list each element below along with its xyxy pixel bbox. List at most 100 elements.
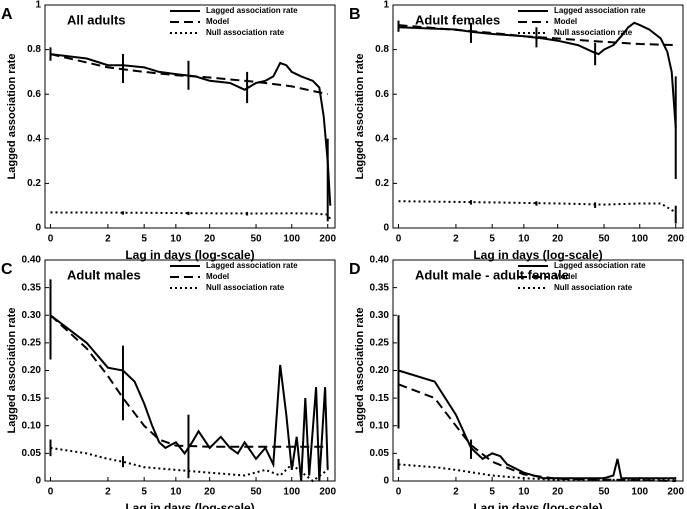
y-tick-label: 0.10 xyxy=(22,420,42,431)
x-tick-label: 50 xyxy=(598,487,610,498)
legend-label: Model xyxy=(554,17,577,26)
panel-label: B xyxy=(349,6,361,23)
y-tick-label: 0.40 xyxy=(22,255,42,266)
x-tick-label: 0 xyxy=(48,234,54,245)
chart-title: All adults xyxy=(67,12,126,27)
x-tick-label: 2 xyxy=(105,487,111,498)
y-tick-label: 0.15 xyxy=(370,393,390,404)
x-tick-label: 200 xyxy=(319,487,336,498)
y-tick-label: 0 xyxy=(383,476,389,487)
y-axis-label: Lagged association rate xyxy=(6,54,18,180)
y-tick-label: 1 xyxy=(383,0,389,11)
legend-label: Null association rate xyxy=(554,28,633,37)
x-tick-label: 50 xyxy=(250,487,262,498)
series-line xyxy=(50,53,328,96)
y-axis-label: Lagged association rate xyxy=(354,308,366,434)
x-tick-label: 5 xyxy=(141,487,147,498)
series-line xyxy=(49,314,328,448)
x-tick-label: 20 xyxy=(552,487,564,498)
plot-frame xyxy=(392,4,684,229)
y-tick-label: 0.6 xyxy=(27,89,41,100)
chart-title: Adult males xyxy=(67,267,141,282)
series-line xyxy=(398,463,676,481)
x-tick-label: 200 xyxy=(667,487,684,498)
plot-frame xyxy=(392,259,684,482)
legend-label: Lagged association rate xyxy=(206,261,298,270)
x-tick-label: 200 xyxy=(667,234,684,245)
y-tick-label: 0.05 xyxy=(22,448,42,459)
legend-label: Model xyxy=(554,272,577,281)
x-tick-label: 10 xyxy=(170,234,182,245)
x-tick-label: 5 xyxy=(489,487,495,498)
chart-title: Adult females xyxy=(415,12,500,27)
y-axis-label: Lagged association rate xyxy=(354,54,366,180)
series-line xyxy=(398,383,676,482)
plot-frame xyxy=(44,4,336,229)
y-tick-label: 0.05 xyxy=(370,448,390,459)
x-tick-label: 50 xyxy=(250,234,262,245)
y-tick-label: 0.35 xyxy=(22,282,42,293)
x-tick-label: 50 xyxy=(598,234,610,245)
x-tick-label: 5 xyxy=(141,234,147,245)
y-tick-label: 0.4 xyxy=(375,133,389,144)
x-tick-label: 0 xyxy=(396,487,402,498)
y-tick-label: 0.6 xyxy=(375,89,389,100)
series-line xyxy=(50,211,332,220)
y-tick-label: 0.2 xyxy=(27,178,41,189)
x-tick-label: 5 xyxy=(489,234,495,245)
series-line xyxy=(49,314,329,482)
series-line xyxy=(398,200,677,214)
y-tick-label: 0 xyxy=(383,223,389,234)
panel-label: A xyxy=(1,6,13,23)
y-tick-label: 0.15 xyxy=(22,393,42,404)
legend-label: Model xyxy=(206,17,229,26)
series-line xyxy=(50,53,332,206)
y-tick-label: 0.20 xyxy=(370,365,390,376)
y-tick-label: 0 xyxy=(35,223,41,234)
y-tick-label: 0.25 xyxy=(370,338,390,349)
legend-label: Null association rate xyxy=(206,283,285,292)
x-tick-label: 20 xyxy=(204,487,216,498)
legend-label: Model xyxy=(206,272,229,281)
x-tick-label: 100 xyxy=(283,487,300,498)
y-tick-label: 0.4 xyxy=(27,133,41,144)
series-line xyxy=(398,369,676,480)
y-tick-label: 0.2 xyxy=(375,178,389,189)
x-tick-label: 20 xyxy=(552,234,564,245)
chart-title: Adult male - adult female xyxy=(415,267,569,282)
y-tick-label: 0.20 xyxy=(22,365,42,376)
x-tick-label: 100 xyxy=(283,234,300,245)
x-axis-label: Lag in days (log-scale) xyxy=(125,248,254,262)
y-tick-label: 0.10 xyxy=(370,420,390,431)
legend-label: Lagged association rate xyxy=(554,6,646,15)
x-tick-label: 100 xyxy=(631,487,648,498)
legend-label: Null association rate xyxy=(554,283,633,292)
x-tick-label: 100 xyxy=(631,234,648,245)
y-tick-label: 0 xyxy=(35,476,41,487)
y-tick-label: 0.35 xyxy=(370,282,390,293)
x-axis-label: Lag in days (log-scale) xyxy=(473,501,602,509)
x-axis-label: Lag in days (log-scale) xyxy=(125,501,254,509)
y-axis-label: Lagged association rate xyxy=(6,308,18,434)
x-tick-label: 200 xyxy=(319,234,336,245)
x-tick-label: 2 xyxy=(453,487,459,498)
x-tick-label: 0 xyxy=(48,487,54,498)
y-tick-label: 0.40 xyxy=(370,255,390,266)
x-tick-label: 0 xyxy=(396,234,402,245)
series-line xyxy=(50,446,329,483)
x-tick-label: 2 xyxy=(105,234,111,245)
plot-frame xyxy=(44,259,336,482)
y-tick-label: 0.25 xyxy=(22,338,42,349)
series-line xyxy=(398,24,676,47)
legend-label: Lagged association rate xyxy=(554,261,646,270)
y-tick-label: 0.30 xyxy=(22,310,42,321)
x-tick-label: 10 xyxy=(518,487,530,498)
y-tick-label: 0.8 xyxy=(375,44,389,55)
legend-label: Lagged association rate xyxy=(206,6,298,15)
legend-label: Null association rate xyxy=(206,28,285,37)
y-tick-label: 0.8 xyxy=(27,44,41,55)
x-tick-label: 2 xyxy=(453,234,459,245)
panel-label: C xyxy=(1,261,13,278)
y-tick-label: 0.30 xyxy=(370,310,390,321)
